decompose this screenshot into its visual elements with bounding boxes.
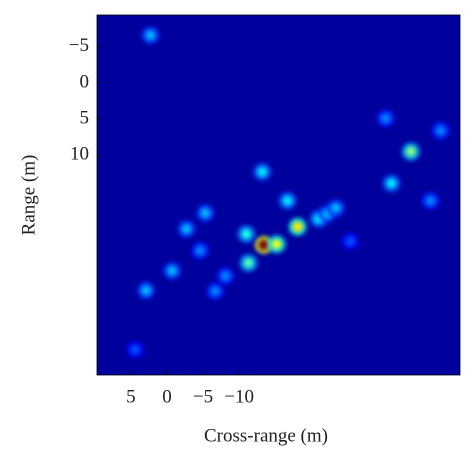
spot: [141, 285, 152, 296]
spot: [345, 236, 356, 247]
spot: [425, 195, 436, 206]
spot: [386, 178, 397, 189]
y-axis-label: Range (m): [18, 155, 39, 236]
spot: [435, 125, 446, 136]
spot: [282, 195, 293, 206]
spot: [210, 286, 221, 297]
spot: [258, 239, 269, 250]
spot: [271, 239, 282, 250]
spot: [405, 146, 416, 157]
x-axis-label: Cross-range (m): [204, 425, 328, 446]
y-tick-label: 0: [80, 71, 90, 92]
y-tick-label: 10: [70, 144, 89, 165]
spot: [167, 265, 178, 276]
plot-background: [97, 15, 460, 375]
spot: [195, 245, 206, 256]
spot: [200, 208, 211, 219]
x-tick-label: 5: [126, 386, 136, 407]
plot-frame: [96, 14, 461, 376]
x-tick-label: −10: [224, 386, 254, 407]
spot: [292, 221, 303, 232]
spot: [257, 166, 268, 177]
x-tick-label: 0: [162, 386, 172, 407]
y-tick-label: 5: [80, 107, 90, 128]
spot: [380, 113, 391, 124]
x-tick-label: −5: [193, 386, 213, 407]
spots: [126, 26, 450, 359]
spot: [243, 257, 254, 268]
spot: [130, 344, 141, 355]
spot: [181, 223, 192, 234]
spot: [145, 30, 156, 41]
spot: [220, 270, 231, 281]
spot: [330, 203, 341, 214]
y-tick-label: −5: [69, 35, 89, 56]
spot: [241, 229, 252, 240]
